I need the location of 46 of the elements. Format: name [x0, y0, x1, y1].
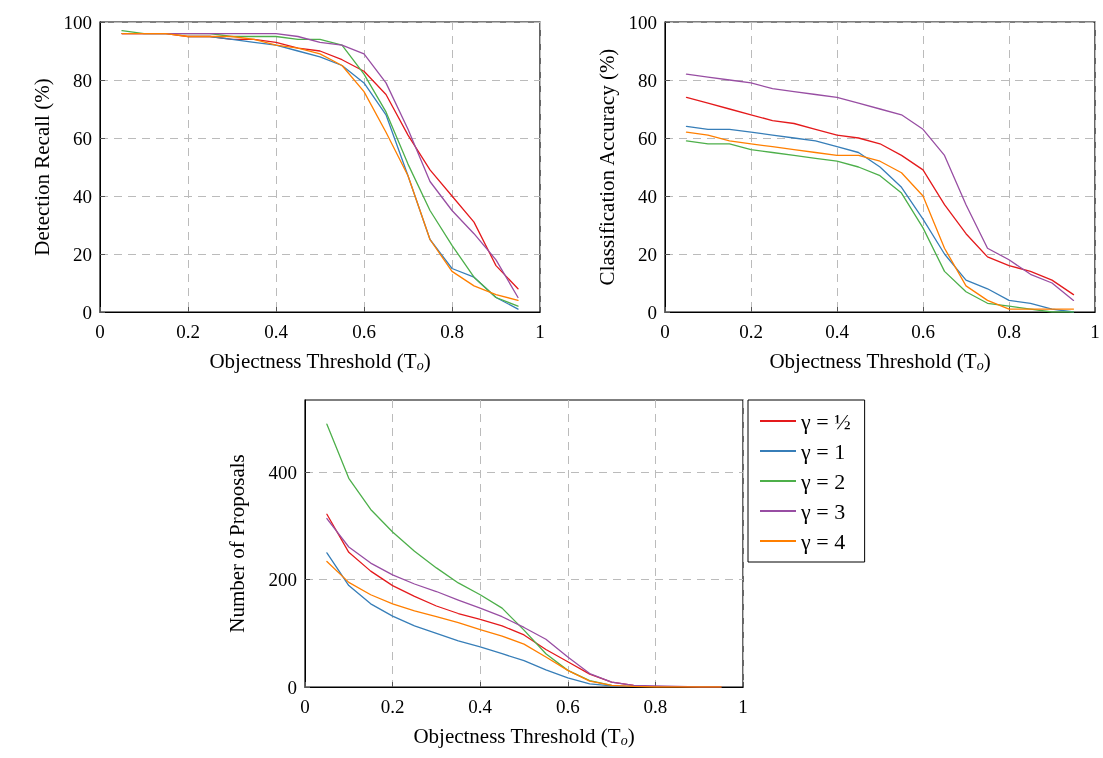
legend-label: γ = ½ — [800, 408, 851, 434]
y-tick-label: 80 — [73, 69, 92, 91]
y-tick-label: 20 — [638, 243, 657, 265]
x-tick-label: 0.4 — [264, 321, 289, 342]
y-tick-label: 0 — [82, 301, 92, 323]
x-tick-label: 0 — [660, 321, 670, 342]
x-tick-label: 0 — [300, 696, 310, 717]
y-axis-title: Number of Proposals — [224, 454, 249, 633]
y-axis-title: Detection Recall (%) — [29, 78, 54, 256]
legend-label: γ = 1 — [800, 438, 846, 464]
y-tick-label: 40 — [638, 185, 657, 207]
line-series — [326, 423, 613, 687]
legend-label: γ = 3 — [800, 498, 846, 524]
y-tick-label: 200 — [268, 569, 297, 591]
x-tick-label: 1 — [1090, 321, 1100, 342]
x-tick-label: 0.8 — [643, 696, 668, 717]
x-axis-title: Objectness Threshold (To) — [209, 349, 431, 373]
x-axis-title: Objectness Threshold (To) — [413, 724, 635, 748]
line-series — [326, 560, 722, 688]
y-tick-label: 40 — [73, 185, 92, 207]
x-tick-label: 0.4 — [825, 321, 850, 342]
legend-label: γ = 4 — [800, 528, 846, 554]
y-tick-label: 20 — [73, 243, 92, 265]
legend-label: γ = 2 — [800, 468, 846, 494]
x-tick-label: 0.8 — [440, 321, 464, 342]
x-tick-label: 0.8 — [997, 321, 1021, 342]
x-tick-label: 0.6 — [352, 321, 376, 342]
y-tick-label: 400 — [268, 461, 297, 483]
x-tick-label: 1 — [738, 696, 748, 717]
y-axis-title: Classification Accuracy (%) — [594, 48, 619, 286]
y-tick-label: 100 — [63, 11, 92, 33]
x-tick-label: 0 — [95, 321, 105, 342]
y-tick-label: 60 — [73, 127, 92, 149]
x-tick-label: 0.6 — [911, 321, 935, 342]
x-axis-title: Objectness Threshold (To) — [769, 349, 991, 373]
y-tick-label: 60 — [638, 127, 657, 149]
x-tick-label: 0.6 — [555, 696, 580, 717]
x-tick-label: 0.2 — [176, 321, 200, 342]
y-tick-label: 80 — [638, 69, 657, 91]
x-tick-label: 0.4 — [468, 696, 493, 717]
y-tick-label: 100 — [628, 11, 657, 33]
x-tick-label: 1 — [535, 321, 545, 342]
x-tick-label: 0.2 — [739, 321, 763, 342]
y-tick-label: 0 — [287, 676, 297, 698]
x-tick-label: 0.2 — [380, 696, 405, 717]
y-tick-label: 0 — [647, 301, 657, 323]
